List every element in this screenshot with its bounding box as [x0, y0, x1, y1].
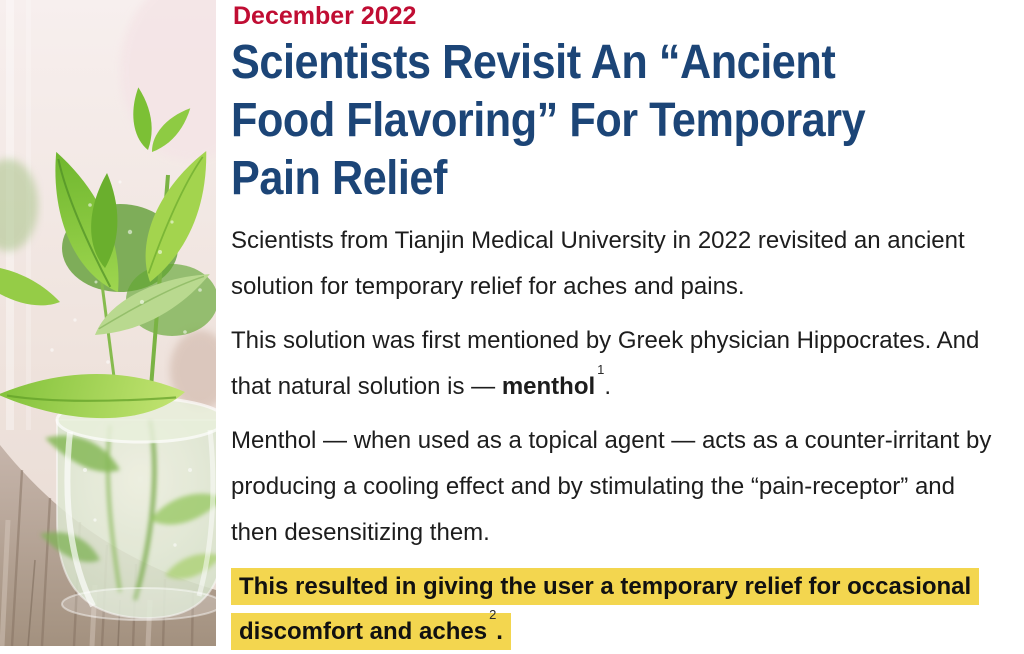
mint-photo	[0, 0, 216, 646]
text-run: .	[604, 373, 612, 400]
article-content: December 2022 Scientists Revisit An “Anc…	[231, 0, 1003, 654]
highlighted-paragraph: This resulted in giving the user a tempo…	[231, 564, 1003, 654]
paragraph: This solution was first mentioned by Gre…	[231, 318, 1003, 410]
title-line: Pain Relief	[231, 152, 447, 205]
text-run: This solution was first mentioned by Gre…	[231, 327, 980, 400]
text-run: menthol	[501, 373, 596, 400]
title-line: Scientists Revisit An “Ancient	[231, 36, 836, 89]
water-droplets	[50, 180, 202, 364]
text-run: .	[496, 618, 503, 645]
text-run: This resulted in giving the user a tempo…	[239, 573, 972, 645]
title-line: Food Flavoring” For Temporary	[231, 94, 866, 147]
text-run: Menthol — when used as a topical agent —…	[231, 427, 992, 546]
article-paragraphs: Scientists from Tianjin Medical Universi…	[231, 218, 1003, 654]
sprig-tip	[133, 87, 152, 150]
footnote-ref-1: 1	[597, 362, 605, 377]
pale-front-leaf	[95, 274, 210, 335]
submerged-leaves	[40, 419, 216, 601]
blurred-leaf	[0, 159, 38, 251]
mint-photo-illustration	[0, 0, 216, 646]
mint-leaves	[0, 87, 216, 419]
article-date: December 2022	[233, 2, 417, 30]
text-run: Scientists from Tianjin Medical Universi…	[231, 227, 965, 300]
glass	[40, 396, 216, 621]
article-title: Scientists Revisit An “Ancient Food Flavo…	[231, 34, 1005, 208]
paragraph: Scientists from Tianjin Medical Universi…	[231, 218, 1003, 310]
footnote-ref-2: 2	[489, 607, 497, 622]
paragraph: Menthol — when used as a topical agent —…	[231, 418, 1003, 556]
text-highlight: This resulted in giving the user a tempo…	[231, 568, 980, 650]
